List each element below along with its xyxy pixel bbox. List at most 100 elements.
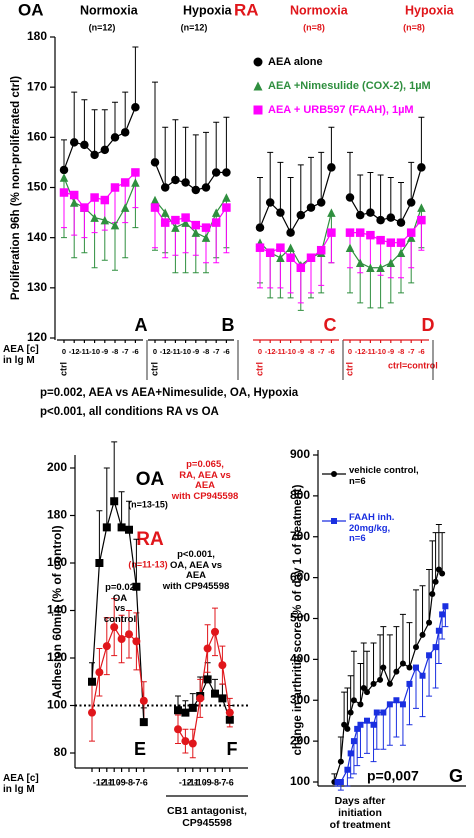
marker — [132, 637, 141, 646]
marker — [327, 228, 336, 237]
marker — [255, 223, 265, 232]
error-bar — [432, 532, 439, 582]
error-bar — [393, 700, 400, 738]
marker — [435, 566, 442, 573]
marker — [386, 680, 393, 687]
error-bar — [223, 116, 230, 173]
error-bar — [328, 232, 335, 264]
x-tick-label: -8 — [125, 777, 133, 787]
marker — [225, 708, 234, 717]
error-bar — [81, 207, 88, 239]
x-tick-label: -7 — [122, 347, 129, 356]
marker — [171, 215, 180, 225]
marker — [345, 228, 355, 237]
y-tick-label: 200 — [47, 460, 67, 474]
x-tick-label: 0 — [348, 347, 352, 356]
marker — [417, 163, 426, 172]
marker — [426, 619, 433, 626]
marker — [150, 195, 160, 205]
marker — [380, 664, 387, 671]
error-bar — [101, 200, 108, 231]
error-bar — [367, 171, 374, 213]
y-tick-label: 140 — [47, 603, 67, 617]
marker — [355, 258, 365, 267]
marker — [306, 253, 316, 262]
marker — [203, 644, 212, 653]
y-tick-label: 400 — [290, 652, 310, 666]
x-tick-label: -11 — [275, 347, 285, 356]
y-tick-label: 120 — [27, 330, 47, 344]
ctrl-label: ctrl — [254, 362, 264, 376]
error-bar — [354, 728, 361, 767]
error-bar — [162, 222, 169, 259]
marker — [357, 701, 364, 708]
error-bar — [118, 491, 125, 528]
x-axis-label: AEA [c] in lg M — [3, 773, 39, 796]
error-bar — [364, 650, 370, 693]
x-tick-label: -9 — [101, 347, 108, 356]
marker — [386, 238, 396, 247]
x-tick-label: -12 — [160, 347, 171, 356]
marker — [201, 223, 211, 232]
marker — [69, 138, 79, 147]
marker — [160, 183, 170, 192]
y-tick-label: 170 — [27, 79, 47, 93]
y-tick-label: 200 — [290, 733, 310, 747]
marker — [406, 198, 416, 207]
error-bar — [101, 109, 108, 150]
note: p<0.001, all conditions RA vs OA — [40, 406, 219, 418]
error-bar — [344, 687, 351, 729]
error-bar — [257, 176, 263, 228]
error-bar — [370, 642, 377, 684]
marker — [90, 193, 99, 202]
series-label: OA — [136, 469, 165, 490]
marker — [376, 235, 385, 245]
marker — [139, 696, 148, 705]
error-bar — [81, 99, 88, 145]
error-bar — [103, 467, 110, 528]
marker — [435, 627, 442, 634]
legend-label: AEA +Nimesulide (COX-2), 1µM — [268, 80, 431, 92]
error-bar — [308, 257, 314, 294]
marker — [90, 150, 99, 160]
marker — [296, 263, 306, 273]
group-label: OA — [18, 0, 44, 19]
marker — [59, 188, 69, 197]
marker — [59, 165, 69, 175]
error-bar — [122, 182, 129, 224]
error-bar — [257, 247, 263, 289]
error-bar — [435, 630, 442, 664]
error-bar — [112, 187, 118, 224]
marker — [171, 175, 180, 185]
error-bar — [432, 647, 439, 689]
error-bar — [175, 714, 181, 744]
error-bar — [96, 510, 103, 563]
marker — [253, 81, 263, 91]
x-tick-label: -11 — [365, 347, 375, 356]
marker — [59, 173, 69, 182]
error-bar — [182, 126, 189, 183]
marker — [160, 208, 170, 217]
marker — [88, 708, 96, 717]
marker — [181, 178, 190, 187]
condition-label: Normoxia — [80, 3, 139, 17]
marker — [286, 253, 295, 262]
marker — [286, 243, 295, 252]
error-bar — [111, 598, 118, 657]
marker — [334, 779, 341, 785]
panel-letter: G — [449, 766, 463, 786]
marker — [181, 737, 190, 746]
marker — [225, 715, 234, 724]
error-bar — [406, 622, 413, 668]
error-bar — [91, 109, 98, 155]
error-bar — [219, 645, 226, 685]
x-tick-label: -12 — [355, 347, 366, 356]
error-bar — [418, 220, 425, 251]
marker — [201, 233, 211, 242]
panel-letter: F — [227, 739, 238, 759]
error-bar — [152, 207, 158, 249]
x-tick-label: -10 — [108, 777, 121, 787]
y-tick-label: 700 — [290, 529, 310, 543]
error-bar — [406, 683, 413, 726]
